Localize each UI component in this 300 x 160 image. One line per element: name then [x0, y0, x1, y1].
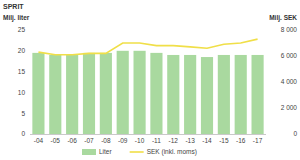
- bar: [49, 55, 61, 134]
- x-tick-label: -10: [135, 137, 145, 144]
- bar: [167, 55, 179, 134]
- bar: [252, 55, 264, 134]
- y2-tick-label: 2 000: [281, 104, 298, 111]
- y-tick-label: 15: [18, 68, 26, 75]
- bar: [134, 51, 146, 134]
- x-tick-label: -14: [202, 137, 212, 144]
- y-tick-label: 0: [21, 130, 25, 137]
- legend-label: SEK (inkl. moms): [147, 148, 197, 156]
- y2-tick: [266, 56, 268, 57]
- bar: [235, 55, 247, 134]
- y-tick: [28, 50, 30, 51]
- y-tick-label: 25: [18, 26, 26, 33]
- bar: [117, 51, 129, 134]
- y2-axis-label: Milj. SEK: [269, 14, 297, 22]
- y2-tick-label: 0: [293, 130, 297, 137]
- y2-tick: [266, 82, 268, 83]
- y-tick: [28, 30, 30, 31]
- y-tick: [28, 134, 30, 135]
- bar: [201, 57, 213, 134]
- x-tick-label: -04: [34, 137, 44, 144]
- y2-tick: [266, 134, 268, 135]
- title: SPRIT: [3, 3, 24, 10]
- x-tick-label: -05: [51, 137, 61, 144]
- y-tick-label: 20: [18, 47, 26, 54]
- x-tick-label: -06: [67, 137, 77, 144]
- x-tick-label: -08: [101, 137, 111, 144]
- y-axis-label: Milj. liter: [3, 14, 30, 22]
- y2-tick: [266, 30, 268, 31]
- x-tick-label: -12: [169, 137, 179, 144]
- x-tick-label: -09: [118, 137, 128, 144]
- x-tick-label: -17: [253, 137, 263, 144]
- y-tick: [28, 71, 30, 72]
- chart: SPRIT Milj. liter Milj. SEK 0 5 10 15 20 25 0 2 00…: [0, 0, 300, 160]
- plot-area: [32, 39, 263, 134]
- bar: [32, 53, 44, 134]
- y-tick-label: 5: [21, 110, 25, 117]
- bar: [218, 55, 230, 134]
- x-tick-label: -15: [219, 137, 229, 144]
- bar: [150, 53, 162, 134]
- legend-label: Liter: [99, 148, 112, 155]
- legend-swatch: [130, 151, 144, 153]
- line: [38, 39, 257, 55]
- x-axis-line: [30, 134, 266, 135]
- y2-tick: [266, 108, 268, 109]
- x-tick-label: -16: [236, 137, 246, 144]
- bar: [66, 55, 78, 134]
- y-tick: [28, 92, 30, 93]
- y2-tick-label: 8 000: [281, 26, 298, 33]
- x-tick-label: -11: [152, 137, 161, 144]
- y-tick-label: 10: [18, 89, 26, 96]
- x-tick-label: -13: [185, 137, 195, 144]
- y2-tick-label: 4 000: [281, 78, 298, 85]
- bar: [184, 55, 196, 134]
- bar: [100, 53, 112, 134]
- legend-swatch: [82, 149, 96, 155]
- x-tick-label: -07: [84, 137, 94, 144]
- y-tick: [28, 113, 30, 114]
- y2-tick-label: 6 000: [281, 52, 298, 59]
- bar: [83, 53, 95, 134]
